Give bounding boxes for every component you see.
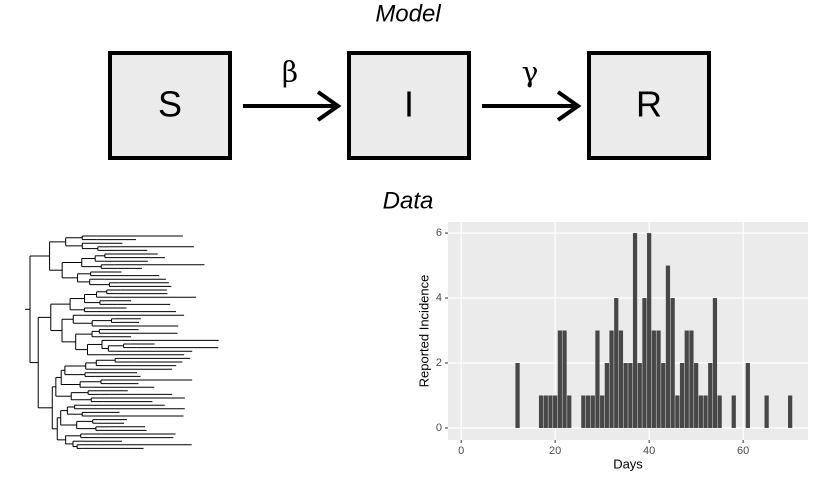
bar [637,363,642,428]
bar [590,395,595,428]
x-tick-label: 40 [643,445,655,457]
y-axis-label: Reported Incidence [416,275,431,388]
y-tick-label: 0 [436,422,442,434]
bar [581,395,586,428]
phylogenetic-tree [25,235,219,449]
bar [642,298,647,428]
bar [600,395,605,428]
x-tick-label: 0 [458,445,464,457]
node-label: I [404,84,414,125]
bar [703,395,708,428]
x-tick-label: 60 [737,445,749,457]
arrow [243,90,342,122]
bar [745,363,750,428]
bar [679,363,685,428]
bar [764,395,769,428]
bar [689,330,694,428]
edge-label: γ [522,56,539,89]
node-box [108,51,232,160]
bar [694,363,699,428]
x-axis-label: Days [613,456,643,471]
bar [595,330,600,428]
bar [661,363,666,428]
bar [731,395,736,428]
node-label: R [636,84,662,125]
bar [557,330,562,428]
bar [567,395,572,428]
bar [651,330,656,428]
bar [548,395,553,428]
bar [562,330,567,428]
y-tick-label: 4 [436,292,442,304]
arrow [482,90,582,122]
bar [618,330,624,428]
bar [708,363,713,428]
bar [632,233,638,428]
bar [628,363,633,428]
node-box [347,51,471,160]
x-tick-label: 20 [549,445,561,457]
plot-panel [448,222,808,440]
bar [712,298,718,428]
bar [675,395,680,428]
node-label: S [158,84,182,125]
bar [614,298,619,428]
bar [538,395,544,428]
bar [609,330,614,428]
bar [543,395,548,428]
y-tick-label: 6 [436,227,442,239]
bar [670,298,675,428]
node-box [587,51,711,160]
bar [647,233,652,428]
bar [656,330,661,428]
y-tick-label: 2 [436,357,442,369]
bar [684,330,689,428]
bar [585,395,591,428]
bar [788,395,793,428]
bar [553,395,558,428]
bar [717,395,722,428]
bar [515,363,520,428]
bar [665,265,671,428]
model-title: Model [375,0,441,27]
edge-label: β [282,56,298,89]
data-title: Data [383,187,434,214]
bar [623,363,628,428]
bar [604,363,609,428]
bar [698,395,703,428]
